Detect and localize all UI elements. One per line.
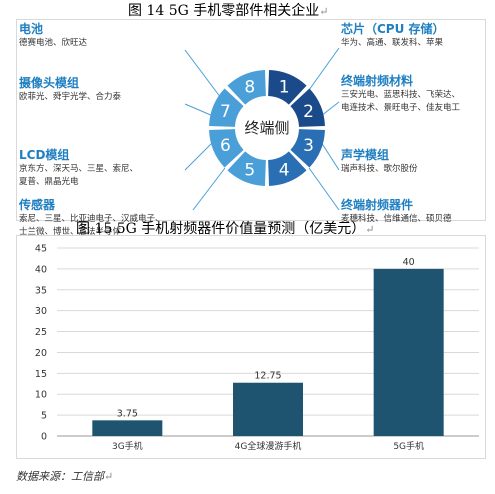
group-lcd-module: LCD模组 京东方、深天马、三星、索尼、 夏普、鼎晶光电	[19, 146, 189, 189]
group-items: 华为、高通、联发科、苹果	[341, 38, 444, 48]
connector-line	[184, 141, 214, 171]
x-tick-label: 3G手机	[112, 440, 143, 452]
center-label: 终端侧	[244, 119, 289, 137]
fig14-panel: 电池 德赛电池、欣旺达 摄像头模组 欧菲光、舜宇光学、合力泰 LCD模组 京东方…	[16, 19, 486, 237]
data-labels: 3.75 12.75 40	[117, 257, 415, 419]
group-items: 三安光电、蓝思科技、飞荣达、	[341, 90, 461, 100]
ring-segment-5	[227, 151, 266, 186]
group-items: 索尼、三星、比亚迪电子、汉威电子、	[19, 214, 164, 224]
segment-number: 6	[220, 136, 231, 156]
group-title: LCD模组	[19, 148, 70, 162]
group-camera-module: 摄像头模组 欧菲光、舜宇光学、合力泰	[19, 74, 189, 104]
group-chip: 芯片（CPU 存储） 华为、高通、联发科、苹果	[341, 20, 481, 50]
segment-number: 1	[279, 77, 290, 97]
segment-number: 5	[244, 161, 255, 181]
group-battery: 电池 德赛电池、欣旺达	[19, 20, 189, 50]
connector-line	[184, 49, 222, 99]
x-tick-label: 4G全球漫游手机	[235, 440, 302, 452]
group-items: 麦穗科技、信维通信、硕贝德	[341, 214, 452, 224]
ring-segment-4	[268, 151, 307, 186]
y-tick-label: 0	[41, 432, 47, 443]
segment-number: 7	[220, 102, 231, 122]
group-items: 电连技术、景旺电子、佳友电工	[341, 103, 461, 113]
group-title: 终端射频器件	[341, 198, 414, 212]
y-tick-label: 45	[35, 244, 47, 255]
connector-line	[184, 103, 214, 117]
y-tick-label: 10	[35, 390, 47, 401]
group-items: 瑞声科技、歌尔股份	[341, 164, 418, 174]
group-items: 京东方、深天马、三星、索尼、	[19, 164, 139, 174]
bar-chart: 0 5 10 15 20 25 30 35 40 45 3.75 12.75 40 3G手机 4G全球漫…	[35, 244, 479, 452]
y-tick-label: 20	[35, 348, 47, 359]
group-title: 电池	[19, 22, 44, 36]
group-items: 欧菲光、舜宇光学、合力泰	[19, 92, 122, 102]
data-label: 3.75	[117, 408, 138, 419]
group-title: 终端射频材料	[341, 74, 414, 88]
ring-segment-1	[268, 70, 307, 105]
group-title: 传感器	[19, 198, 56, 212]
y-tick-label: 35	[35, 285, 47, 296]
ring-segment-6	[209, 129, 244, 168]
group-rf-devices: 终端射频器件 麦穗科技、信维通信、硕贝德	[341, 196, 481, 226]
group-acoustic-module: 声学模组 瑞声科技、歌尔股份	[341, 146, 481, 176]
connector-lines	[184, 47, 340, 211]
bar-5G手机	[373, 268, 444, 436]
group-items: 士兰微、博世、意法半导体	[19, 227, 122, 237]
connector-line	[320, 101, 340, 117]
x-tick-labels: 3G手机 4G全球漫游手机 5G手机	[112, 440, 424, 452]
connector-line	[320, 141, 340, 171]
segment-number: 3	[303, 136, 314, 156]
group-title: 芯片（CPU 存储）	[341, 22, 445, 36]
bar-3G手机	[92, 420, 163, 436]
center-circle	[238, 99, 296, 157]
connector-line	[192, 167, 226, 211]
ring-segment-2	[290, 88, 325, 127]
data-label: 12.75	[254, 371, 281, 382]
y-tick-label: 30	[35, 306, 47, 317]
source-note: 数据来源：工信部↵	[16, 470, 114, 483]
data-label: 40	[403, 257, 415, 268]
group-items: 德赛电池、欣旺达	[19, 38, 88, 48]
y-tick-label: 5	[41, 411, 47, 422]
fig15-panel: 0 5 10 15 20 25 30 35 40 45 3.75 12.75 40 3G手机 4G全球漫…	[16, 235, 486, 459]
y-tick-label: 15	[35, 369, 47, 380]
bars	[92, 268, 444, 436]
segment-number: 4	[279, 161, 290, 181]
group-title: 摄像头模组	[19, 76, 80, 90]
segment-number: 8	[244, 77, 255, 97]
bar-4G全球漫游手机	[233, 382, 303, 436]
segment-ring: 12 34 56 78	[209, 70, 325, 186]
connector-line	[308, 167, 340, 211]
y-tick-label: 25	[35, 327, 47, 338]
group-rf-materials: 终端射频材料 三安光电、蓝思科技、飞荣达、 电连技术、景旺电子、佳友电工	[341, 72, 486, 115]
segment-number: 2	[303, 102, 314, 122]
fig14-title: 图 14 5G 手机零部件相关企业↵	[128, 3, 329, 19]
ring-diagram: 12 34 56 78 终端侧	[184, 47, 340, 211]
group-sensor: 传感器 索尼、三星、比亚迪电子、汉威电子、 士兰微、博世、意法半导体	[19, 196, 194, 239]
group-title: 声学模组	[341, 148, 390, 162]
y-tick-label: 40	[35, 264, 47, 275]
fig15-title: 图 15 5G 手机射频器件价值量预测（亿美元）↵	[76, 221, 375, 237]
group-items: 夏普、鼎晶光电	[19, 177, 79, 187]
ring-segment-3	[290, 129, 325, 168]
ring-segment-7	[209, 88, 244, 127]
connector-line	[308, 47, 340, 91]
x-tick-label: 5G手机	[393, 440, 424, 452]
ring-segment-8	[227, 70, 266, 105]
y-tick-labels: 0 5 10 15 20 25 30 35 40 45	[35, 244, 47, 443]
